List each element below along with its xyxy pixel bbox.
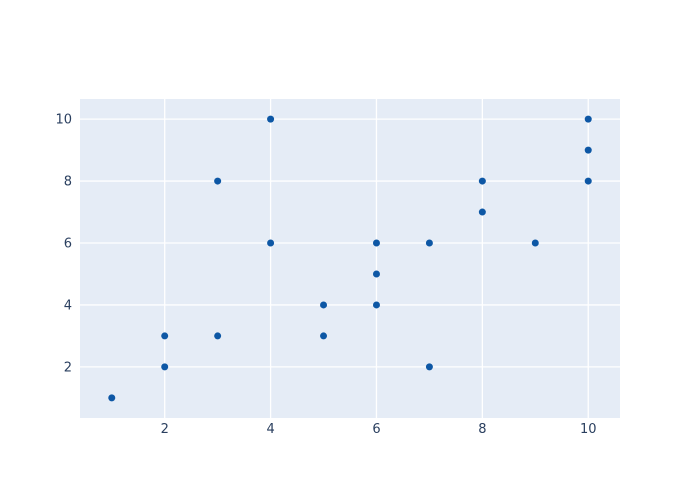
data-point[interactable] bbox=[267, 239, 275, 247]
data-point[interactable] bbox=[108, 394, 116, 402]
data-point[interactable] bbox=[214, 332, 222, 340]
data-point[interactable] bbox=[478, 177, 486, 185]
data-point[interactable] bbox=[478, 208, 486, 216]
data-point[interactable] bbox=[372, 239, 380, 247]
data-point[interactable] bbox=[425, 239, 433, 247]
y-tick-label: 2 bbox=[64, 360, 72, 375]
x-tick-label: 10 bbox=[580, 422, 597, 437]
plot-area[interactable] bbox=[80, 99, 620, 418]
data-point[interactable] bbox=[584, 177, 592, 185]
data-point[interactable] bbox=[320, 332, 328, 340]
x-tick-label: 6 bbox=[372, 422, 380, 437]
data-point[interactable] bbox=[584, 146, 592, 154]
data-point[interactable] bbox=[584, 115, 592, 123]
data-point[interactable] bbox=[372, 301, 380, 309]
data-point[interactable] bbox=[372, 270, 380, 278]
x-tick-label: 4 bbox=[266, 422, 274, 437]
x-tick-label: 2 bbox=[161, 422, 169, 437]
y-tick-label: 6 bbox=[64, 237, 72, 252]
data-point[interactable] bbox=[214, 177, 222, 185]
data-point[interactable] bbox=[161, 332, 169, 340]
y-tick-label: 4 bbox=[64, 298, 72, 313]
data-point[interactable] bbox=[425, 363, 433, 371]
x-tick-label: 8 bbox=[478, 422, 486, 437]
data-point[interactable] bbox=[161, 363, 169, 371]
data-point[interactable] bbox=[320, 301, 328, 309]
y-tick-label: 8 bbox=[64, 175, 72, 190]
data-point[interactable] bbox=[267, 115, 275, 123]
y-tick-label: 10 bbox=[55, 113, 72, 128]
data-point[interactable] bbox=[531, 239, 539, 247]
